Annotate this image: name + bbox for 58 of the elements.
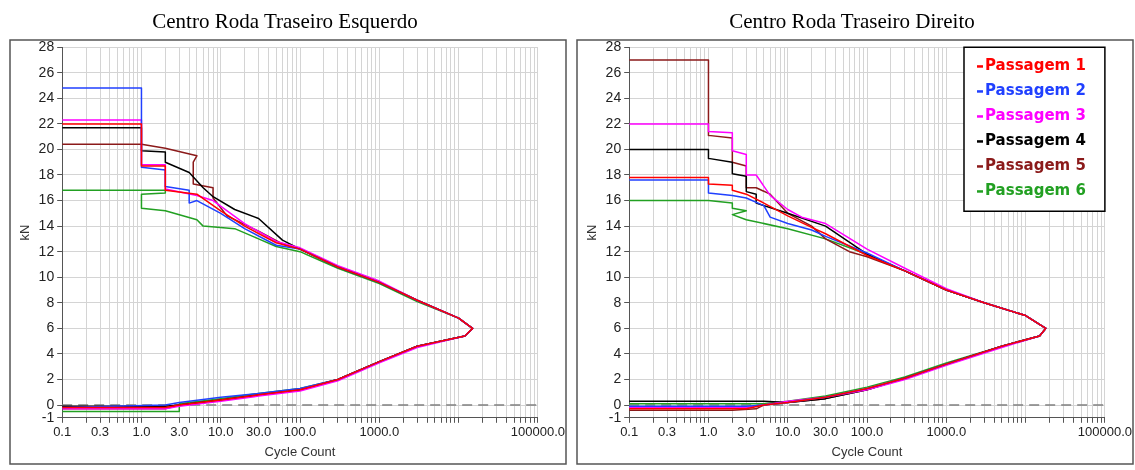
y-tick-label: 6	[613, 319, 622, 336]
y-tick-label: 14	[605, 216, 622, 233]
x-tick-label: 10.0	[775, 423, 801, 439]
y-tick-label: 20	[605, 140, 622, 157]
legend-label: Passagem 2	[985, 81, 1086, 100]
y-tick-label: 6	[46, 319, 55, 336]
x-tick-label: 100.0	[283, 423, 317, 439]
chart-title: Centro Roda Traseiro Direito	[729, 9, 975, 34]
y-tick-label: 12	[605, 242, 622, 259]
y-axis-title: kN	[584, 224, 600, 241]
x-tick-label: 100.0	[850, 423, 884, 439]
y-tick-label: 22	[605, 114, 622, 131]
y-tick-label: 28	[605, 38, 622, 55]
y-axis-title: kN	[17, 224, 33, 241]
y-tick-label: 16	[605, 191, 622, 208]
y-tick-label: 8	[613, 293, 622, 310]
x-tick-label: 30.0	[245, 423, 272, 439]
y-tick-label: 16	[38, 191, 55, 208]
y-tick-label: 4	[46, 344, 55, 361]
y-tick-label: 8	[46, 293, 55, 310]
y-tick-label: 12	[38, 242, 55, 259]
y-tick-label: 26	[605, 63, 622, 80]
x-tick-label: 10.0	[208, 423, 234, 439]
x-tick-label: 0.1	[620, 423, 639, 439]
y-tick-label: 10	[605, 268, 622, 285]
chart-title: Centro Roda Traseiro Esquerdo	[152, 9, 418, 34]
y-tick-label: 10	[38, 268, 55, 285]
y-tick-label: 2	[613, 370, 622, 387]
legend-label: Passagem 6	[985, 181, 1086, 200]
y-tick-label: 26	[38, 63, 55, 80]
x-tick-label: 100000.0	[510, 423, 566, 439]
x-axis-title: Cycle Count	[264, 443, 336, 459]
x-axis-title: Cycle Count	[831, 443, 903, 459]
x-tick-label: 3.0	[170, 423, 189, 439]
y-tick-label: 20	[38, 140, 55, 157]
legend-label: Passagem 1	[985, 56, 1086, 75]
x-tick-label: 3.0	[737, 423, 756, 439]
x-tick-label: 1.0	[699, 423, 718, 439]
y-tick-label: 24	[38, 89, 55, 106]
y-tick-label: 24	[605, 89, 622, 106]
y-tick-label: 28	[38, 38, 55, 55]
legend-label: Passagem 4	[985, 131, 1086, 150]
y-tick-label: 14	[38, 216, 55, 233]
y-tick-label: 2	[46, 370, 55, 387]
y-tick-label: 18	[38, 165, 55, 182]
x-tick-label: 1000.0	[926, 423, 967, 439]
x-tick-label: 0.3	[657, 423, 677, 439]
x-tick-label: 100000.0	[1077, 423, 1133, 439]
legend-label: Passagem 5	[985, 156, 1086, 175]
x-tick-label: 30.0	[812, 423, 839, 439]
y-tick-label: 18	[605, 165, 622, 182]
x-tick-label: 0.3	[90, 423, 110, 439]
legend-label: Passagem 3	[985, 106, 1086, 125]
y-tick-label: 22	[38, 114, 55, 131]
x-tick-label: 1.0	[132, 423, 151, 439]
y-tick-label: 4	[613, 344, 622, 361]
x-tick-label: 0.1	[53, 423, 72, 439]
x-tick-label: 1000.0	[359, 423, 400, 439]
